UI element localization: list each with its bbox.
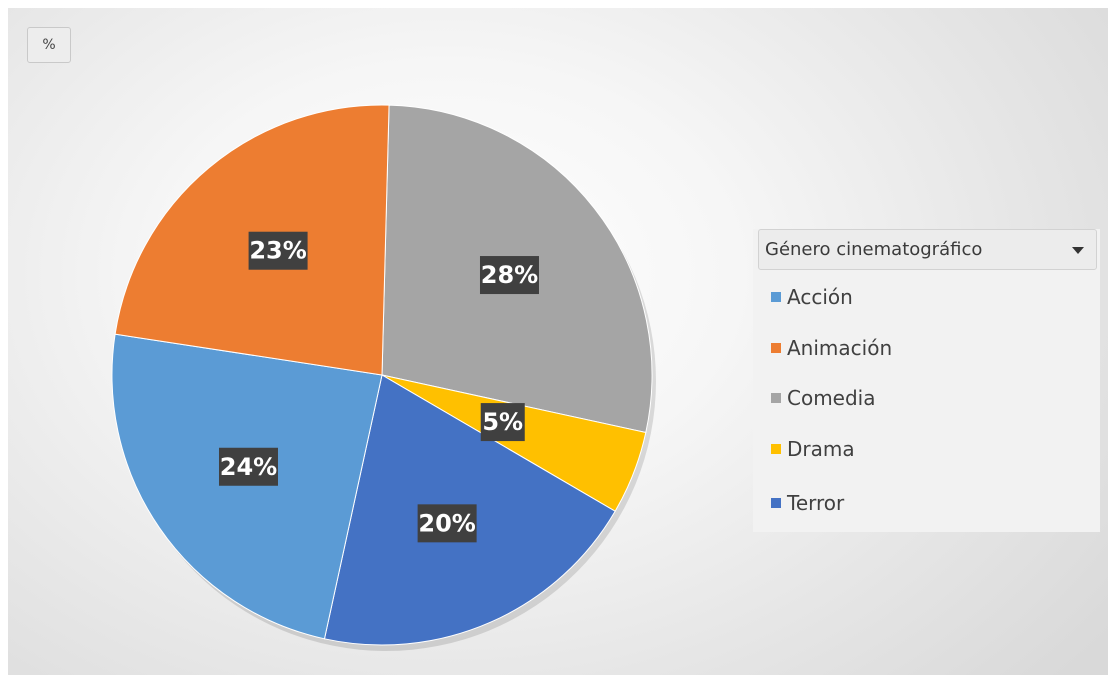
data-label: 28%	[479, 256, 539, 295]
data-label-background	[480, 403, 525, 442]
data-label-background	[479, 256, 539, 295]
data-label-text: 24%	[220, 453, 277, 481]
value-field-button[interactable]: %	[27, 27, 71, 63]
data-label-text: 28%	[481, 261, 538, 289]
legend-swatch-icon	[771, 444, 781, 454]
legend-swatch-icon	[771, 498, 781, 508]
data-label-background	[248, 231, 308, 270]
data-label-text: 23%	[249, 237, 306, 265]
data-label-background	[417, 504, 477, 543]
legend-label: Animación	[787, 336, 893, 360]
legend-label: Terror	[787, 491, 845, 515]
legend-entry-terror: Terror	[771, 489, 844, 517]
data-label: 20%	[417, 504, 477, 543]
legend-swatch-icon	[771, 292, 781, 302]
legend: Género cinematográfico Acción Animación …	[753, 229, 1100, 532]
legend-field-button[interactable]: Género cinematográfico	[758, 229, 1097, 270]
data-label-text: 20%	[418, 509, 475, 537]
legend-label: Drama	[787, 437, 855, 461]
data-label-background	[218, 447, 278, 486]
legend-entry-drama: Drama	[771, 435, 855, 463]
data-label: 5%	[480, 403, 525, 442]
legend-swatch-icon	[771, 393, 781, 403]
legend-entry-accion: Acción	[771, 283, 853, 311]
dropdown-arrow-icon[interactable]	[1072, 247, 1084, 254]
legend-entry-animacion: Animación	[771, 334, 892, 362]
data-label: 24%	[218, 447, 278, 486]
legend-label: Acción	[787, 285, 853, 309]
legend-field-label: Género cinematográfico	[765, 239, 983, 260]
legend-label: Comedia	[787, 386, 876, 410]
legend-swatch-icon	[771, 343, 781, 353]
data-label: 23%	[248, 231, 308, 270]
data-label-text: 5%	[482, 408, 523, 436]
legend-entry-comedia: Comedia	[771, 384, 876, 412]
pie-slice-accion[interactable]	[111, 333, 383, 640]
